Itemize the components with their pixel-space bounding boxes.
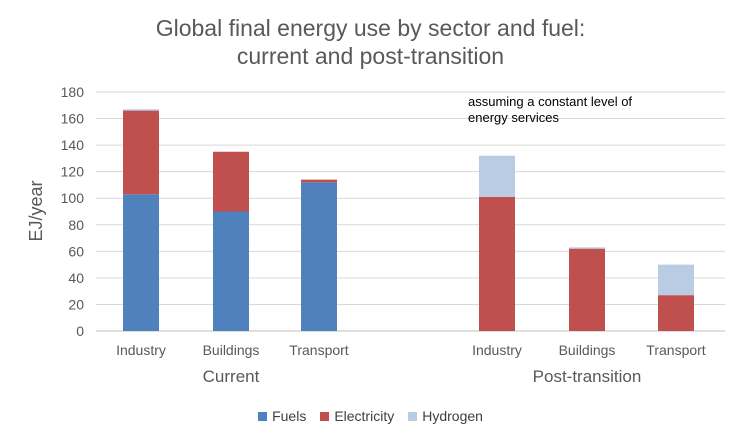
legend-item-hydrogen: Hydrogen: [408, 408, 483, 424]
y-tick-label: 0: [76, 323, 84, 339]
bar-hydrogen: [569, 247, 605, 249]
bar-hydrogen: [658, 264, 694, 296]
y-tick-label: 60: [68, 243, 84, 259]
x-tick-label: Buildings: [203, 342, 260, 358]
y-tick-label: 80: [68, 217, 84, 233]
bar-electricity: [301, 179, 337, 183]
x-tick-label: Industry: [116, 342, 166, 358]
y-tick-label: 160: [61, 111, 85, 127]
chart-title-line-2: current and post-transition: [236, 43, 505, 69]
y-axis-label: EJ/year: [26, 180, 46, 241]
bar-fuels: [213, 211, 249, 331]
chart-annotation: assuming a constant level of energy serv…: [468, 94, 698, 126]
chart-annotation-line-1: assuming a constant level of: [468, 94, 633, 109]
x-tick-label: Transport: [646, 342, 706, 358]
y-tick-label: 120: [61, 164, 85, 180]
x-tick-label: Buildings: [559, 342, 616, 358]
bar-hydrogen: [479, 155, 515, 197]
y-tick-label: 140: [61, 137, 85, 153]
x-tick-label: Industry: [472, 342, 522, 358]
legend-swatch: [408, 411, 418, 421]
bar-electricity: [213, 151, 249, 212]
bar-fuels: [123, 194, 159, 331]
x-group-label: Post-transition: [533, 367, 642, 386]
x-group-label: Current: [203, 367, 260, 386]
bar-hydrogen: [123, 109, 159, 111]
chart-title-line-1: Global final energy use by sector and fu…: [155, 15, 586, 41]
bar-electricity: [479, 196, 515, 331]
bar-electricity: [658, 295, 694, 331]
bar-electricity: [123, 110, 159, 195]
chart-annotation-line-2: energy services: [468, 110, 560, 125]
chart-title: Global final energy use by sector and fu…: [0, 14, 741, 70]
legend-label: Electricity: [334, 408, 395, 424]
legend-item-fuels: Fuels: [258, 408, 306, 424]
y-tick-label: 20: [68, 296, 84, 312]
y-tick-label: 40: [68, 270, 84, 286]
legend: Fuels Electricity Hydrogen: [0, 408, 741, 424]
bar-electricity: [569, 248, 605, 331]
legend-label: Hydrogen: [422, 408, 483, 424]
legend-item-electricity: Electricity: [320, 408, 394, 424]
bar-fuels: [301, 182, 337, 331]
legend-swatch: [320, 411, 330, 421]
x-tick-label: Transport: [289, 342, 349, 358]
legend-swatch: [258, 411, 268, 421]
y-tick-label: 100: [61, 190, 85, 206]
y-tick-label: 180: [61, 84, 85, 100]
legend-label: Fuels: [272, 408, 307, 424]
